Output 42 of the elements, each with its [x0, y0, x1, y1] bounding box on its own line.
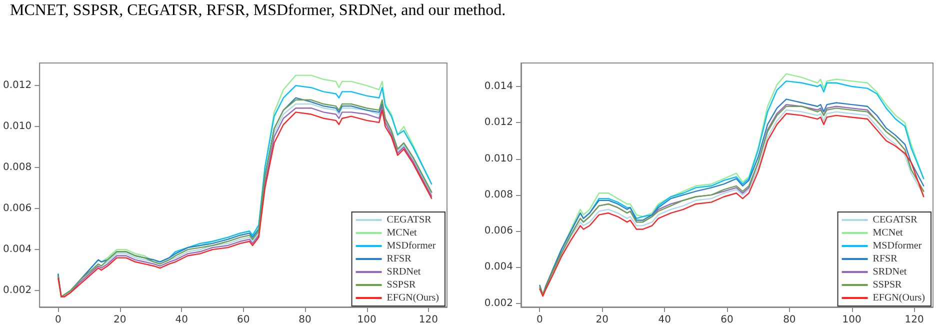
y-tick-label: 0.010 [484, 153, 513, 164]
y-tick-label: 0.004 [2, 244, 32, 256]
x-tick-label: 0 [536, 314, 543, 325]
legend-label: EFGN(Ours) [872, 292, 925, 304]
legend-label: MSDformer [386, 240, 436, 252]
y-tick-label: 0.010 [2, 121, 32, 132]
x-tick-label: 0 [54, 314, 62, 325]
legend-label: MCNet [872, 228, 904, 238]
legend-label: CEGATSR [386, 214, 432, 226]
x-tick-label: 100 [357, 314, 376, 325]
x-tick-label: 20 [596, 314, 609, 325]
x-tick-label: 20 [114, 314, 126, 325]
legend-label: CEGATSR [872, 214, 918, 226]
legend-label: SRDNet [872, 266, 907, 278]
y-tick-label: 0.004 [484, 262, 513, 273]
y-tick-label: 0.002 [484, 298, 513, 309]
x-tick-label: 60 [720, 314, 734, 325]
legend-label: MSDformer [872, 240, 922, 252]
legend-label: RFSR [386, 254, 412, 264]
y-tick-label: 0.006 [2, 203, 32, 214]
x-tick-label: 60 [236, 314, 250, 325]
y-tick-label: 0.002 [2, 285, 32, 296]
y-tick-label: 0.008 [2, 162, 32, 174]
x-tick-label: 120 [904, 314, 924, 325]
x-tick-label: 40 [658, 314, 671, 325]
legend-label: SSPSR [386, 280, 416, 290]
legend-label: SRDNet [386, 266, 421, 278]
y-tick-label: 0.014 [484, 80, 513, 92]
legend-label: MCNet [386, 228, 418, 238]
text: MCNET, SSPSR, CEGATSR, RFSR, MSDformer, SRDNet, and our method. [10, 2, 506, 20]
y-tick-label: 0.012 [484, 117, 513, 128]
y-tick-label: 0.006 [484, 226, 513, 237]
x-tick-label: 80 [298, 314, 312, 325]
legend-label: EFGN(Ours) [386, 292, 439, 304]
legend-label: RFSR [872, 254, 898, 264]
x-tick-label: 100 [842, 314, 862, 325]
legend-label: SSPSR [872, 280, 902, 290]
x-tick-label: 40 [175, 314, 188, 325]
y-tick-label: 0.012 [2, 80, 32, 92]
x-tick-label: 80 [783, 314, 796, 325]
y-tick-label: 0.008 [484, 189, 513, 200]
x-tick-label: 120 [418, 314, 438, 325]
